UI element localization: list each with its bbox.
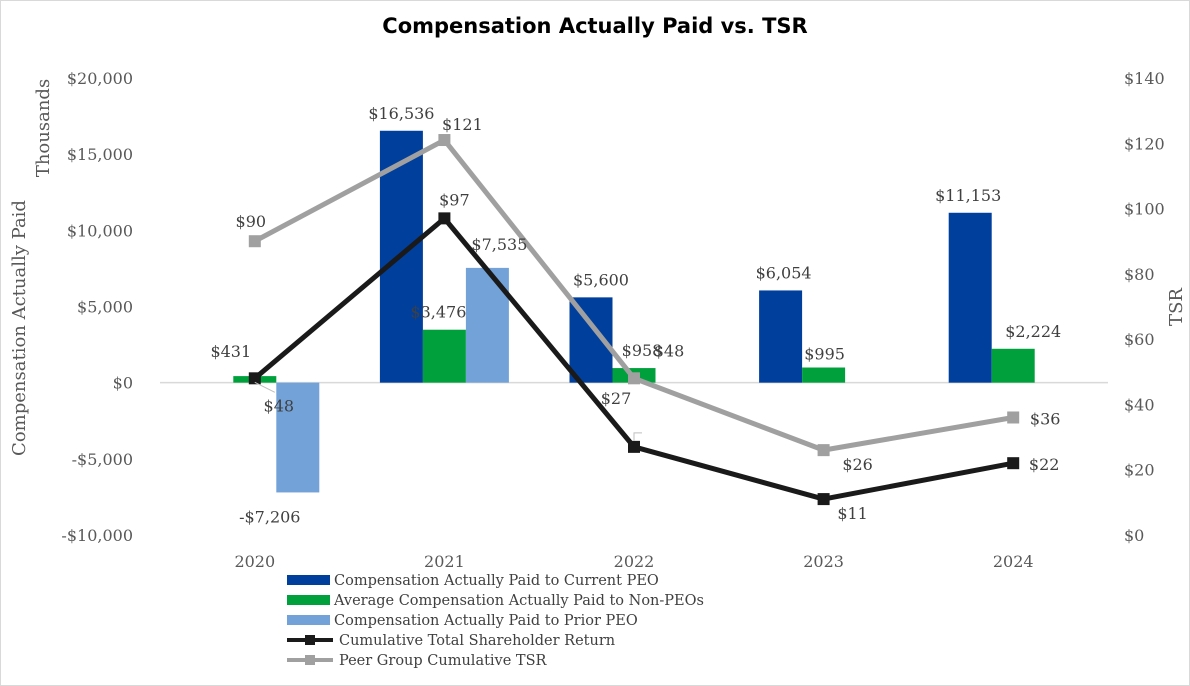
y-right-tick-label: $140 [1124,69,1165,88]
line-marker [1007,411,1020,424]
line-data-label: $26 [842,455,873,474]
line-data-label: $90 [236,212,267,231]
x-tick-label: 2021 [424,552,465,571]
line-marker [1007,457,1020,470]
legend-swatch [287,615,330,625]
y-right-tick-label: $40 [1124,395,1155,414]
y-right-tick-label: $100 [1124,200,1165,219]
bar-data-label: $431 [210,342,251,361]
line-data-label: $27 [601,389,632,408]
line-data-label: $97 [439,190,470,209]
leader-line [254,381,276,393]
legend-label: Peer Group Cumulative TSR [339,653,548,669]
bar [276,382,320,493]
line-marker [248,235,261,248]
legend-label: Compensation Actually Paid to Prior PEO [334,613,638,629]
bar-data-label: $6,054 [756,263,812,282]
bar-data-label: $11,153 [935,186,1001,205]
line-marker [628,372,640,385]
y-left-tick-label: $10,000 [67,221,133,240]
legend-swatch-marker [305,635,315,645]
y-left-units-label: Thousands [33,79,54,177]
bar-data-label: $7,535 [471,235,527,254]
chart-title: Compensation Actually Paid vs. TSR [382,14,808,38]
bar-data-label: $16,536 [368,104,434,123]
bar-data-label: $958 [622,341,663,360]
bar-data-label: $3,476 [410,303,466,322]
line-marker [817,493,830,506]
y-left-tick-label: $20,000 [67,69,133,88]
y-right-tick-label: $60 [1124,330,1155,349]
line-marker [628,440,640,453]
y-right-axis-title: TSR [1166,288,1187,326]
line-data-label: $11 [837,504,868,523]
y-left-axis-title: Compensation Actually Paid [9,200,30,456]
bar [759,290,803,383]
y-right-tick-label: $20 [1124,461,1155,480]
bar-data-label: $5,600 [573,270,629,289]
legend-swatch [287,595,330,605]
x-tick-label: 2022 [614,552,655,571]
line-data-label: $22 [1029,455,1060,474]
y-right-tick-label: $0 [1124,526,1144,545]
y-left-tick-label: $0 [113,374,133,393]
bar [948,212,992,383]
x-tick-label: 2023 [803,552,844,571]
y-left-tick-label: -$10,000 [61,526,133,545]
line-marker [817,444,830,457]
legend-swatch [287,575,330,585]
legend-label: Compensation Actually Paid to Current PE… [334,573,659,589]
leader-line [633,432,642,441]
bar-data-label: $2,224 [1005,322,1061,341]
bar [422,329,466,383]
legend-swatch-marker [305,655,315,665]
line-marker [438,134,451,147]
y-left-tick-label: $5,000 [77,298,133,317]
series-line [253,137,1014,453]
line-data-label: $36 [1030,409,1061,428]
bar [991,348,1035,383]
y-left-tick-label: $15,000 [67,145,133,164]
x-tick-label: 2024 [993,552,1034,571]
y-right-tick-label: $120 [1124,134,1165,153]
y-left-tick-label: -$5,000 [72,450,133,469]
legend-label: Cumulative Total Shareholder Return [339,633,615,649]
line-data-label: $48 [264,396,295,415]
line-data-label: $121 [442,115,483,134]
line-data-label: $48 [654,341,685,360]
bar-data-label: -$7,206 [239,507,300,526]
legend-label: Average Compensation Actually Paid to No… [333,593,704,609]
y-right-tick-label: $80 [1124,265,1155,284]
line-marker [438,212,451,225]
bar [802,367,846,383]
x-tick-label: 2020 [234,552,275,571]
bar-data-label: $995 [804,345,845,364]
line-marker [248,372,261,385]
